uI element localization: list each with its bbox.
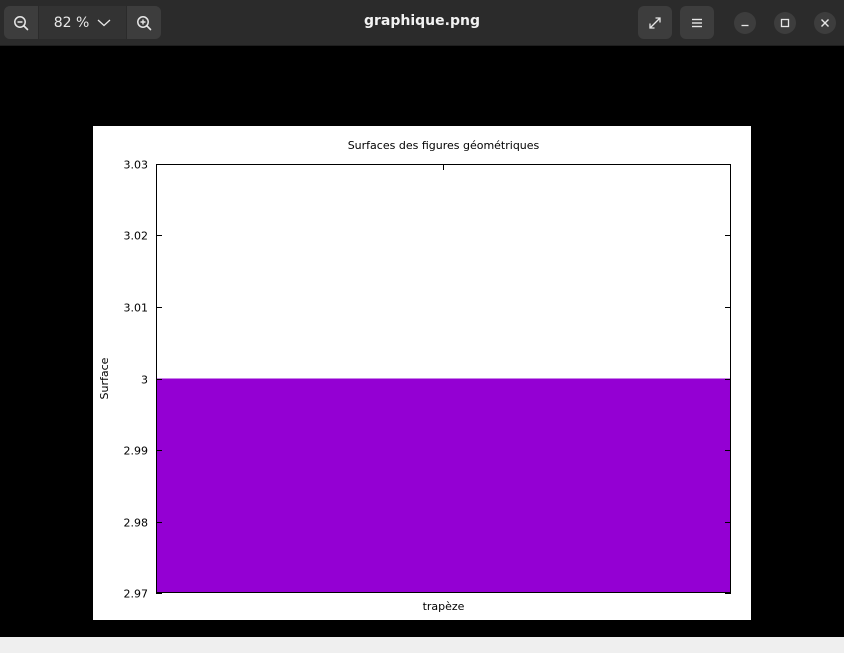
close-icon [821,19,829,27]
displayed-image: trapèze 2.97 2.98 2.99 3 3.01 3.02 3.03 Surfaces… [93,126,751,620]
bottom-bar [0,637,844,653]
hamburger-menu-icon [692,18,702,27]
y-tick-label: 2.99 [124,445,149,458]
zoom-out-button[interactable] [4,6,39,39]
fullscreen-icon [649,16,661,29]
y-tick-label: 3.02 [124,230,149,243]
y-tick-label: 3.01 [124,302,149,315]
y-tick-label: 2.97 [124,588,149,601]
zoom-in-button[interactable] [126,6,161,39]
zoom-in-icon [137,15,152,30]
image-view-area[interactable]: trapèze 2.97 2.98 2.99 3 3.01 3.02 3.03 Surfaces… [0,46,844,637]
y-tick-label: 3 [141,374,148,387]
bar-trapèze [156,378,731,593]
bar-chart: trapèze 2.97 2.98 2.99 3 3.01 3.02 3.03 Surfaces… [98,139,731,613]
minimize-icon [741,24,749,27]
maximize-icon [780,18,790,28]
maximize-button[interactable] [774,12,796,34]
zoom-out-icon [14,15,29,30]
plot-frame [156,164,731,593]
minimize-button[interactable] [734,12,756,34]
header-bar: 82 % graphique.png [0,0,844,46]
main-menu-button[interactable] [680,6,714,39]
chevron-down-icon [97,19,111,26]
fullscreen-button[interactable] [638,6,672,39]
chart-title: Surfaces des figures géométriques [348,139,540,152]
zoom-level-value: 82 % [53,14,90,31]
close-button[interactable] [814,12,836,34]
zoom-level-dropdown[interactable]: 82 % [39,6,126,39]
y-axis-label: Surface [98,357,111,399]
zoom-control-group: 82 % [4,6,161,39]
y-tick-label: 2.98 [124,517,149,530]
y-tick-label: 3.03 [124,159,149,172]
x-tick-label: trapèze [423,600,465,613]
